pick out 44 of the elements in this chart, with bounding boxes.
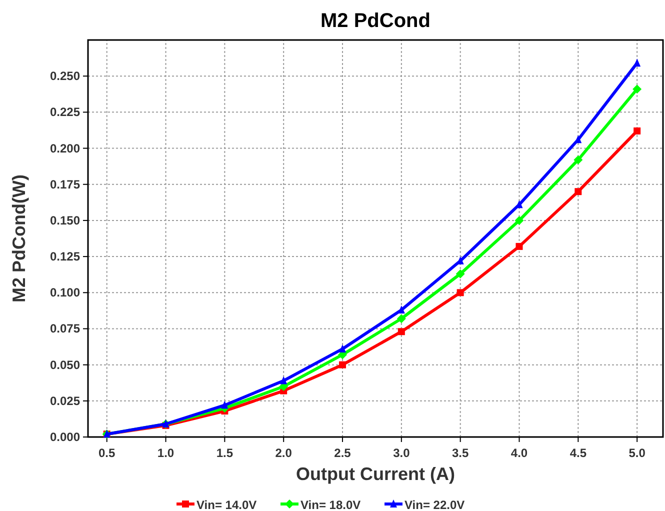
x-tick-label: 3.5 [452, 446, 469, 460]
point [456, 289, 464, 296]
x-tick-label: 5.0 [628, 446, 646, 460]
y-axis-title: M2 PdCond(W) [9, 174, 29, 302]
point [574, 135, 582, 144]
y-tick-label: 0.200 [50, 141, 80, 156]
legend-label: Vin= 22.0V [404, 498, 465, 511]
y-tick-label: 0.125 [50, 250, 80, 264]
point [574, 155, 583, 164]
point [398, 328, 405, 336]
point [396, 314, 406, 324]
point [339, 361, 346, 368]
point [221, 400, 228, 409]
point [574, 188, 582, 196]
x-tick-label: 0.5 [98, 446, 116, 460]
x-tick-label: 1.5 [216, 446, 234, 460]
y-tick-label: 0.050 [50, 358, 80, 372]
y-tick-label: 0.025 [50, 394, 80, 408]
x-tick-label: 3.0 [393, 446, 410, 460]
point [516, 242, 523, 250]
y-tick-label: 0.100 [50, 286, 80, 300]
point [514, 216, 524, 225]
x-tick-label: 4.5 [570, 446, 587, 460]
y-tick-label: 0.150 [50, 213, 80, 228]
x-tick-label: 1.0 [157, 446, 174, 460]
point [634, 58, 641, 67]
y-tick-label: 0.075 [50, 322, 80, 336]
point [634, 127, 641, 134]
x-tick-label: 2.0 [275, 446, 292, 460]
y-tick-label: 0.175 [50, 177, 80, 192]
legend-label: Vin= 18.0V [300, 498, 361, 511]
point [280, 376, 288, 384]
point [632, 84, 642, 94]
y-tick-label: 0.250 [50, 69, 80, 84]
x-tick-label: 4.0 [510, 446, 528, 460]
point [456, 269, 465, 278]
y-tick-label: 0.225 [50, 105, 80, 120]
x-tick-label: 2.5 [334, 446, 352, 460]
x-axis-title: Output Current (A) [296, 464, 455, 484]
point [398, 305, 405, 314]
y-tick-label: 0.000 [50, 430, 80, 444]
chart-title: M2 PdCond [320, 10, 430, 32]
legend-label: Vin= 14.0V [196, 498, 257, 511]
point [339, 344, 346, 352]
